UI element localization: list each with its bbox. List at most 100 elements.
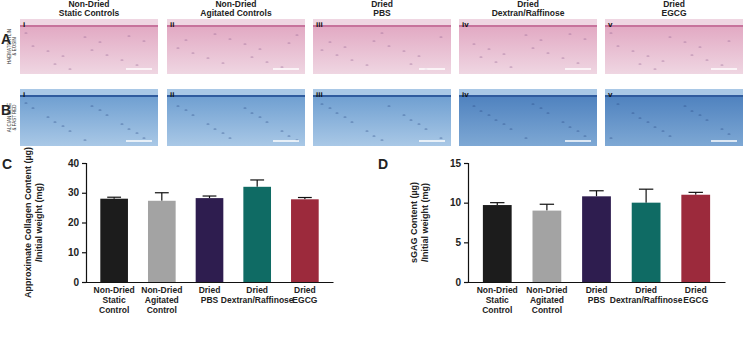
texture [365,130,368,131]
bar [532,211,561,282]
texture [24,102,27,103]
texture [120,59,123,60]
texture [191,52,194,53]
texture [98,41,101,42]
bar-chart: 051015Non-DriedStaticControlNon-DriedAgi… [450,158,726,315]
image-background [313,19,451,74]
texture [243,107,246,108]
row-label: HAEMATOXYLIN& EOSIN [7,29,17,64]
tick-label: 40 [68,158,80,169]
tick-mark [464,242,468,243]
tick-mark [464,163,468,164]
image-background [605,89,743,146]
texture [335,54,338,55]
axis-line [464,164,469,283]
sub-label: ii [170,20,174,29]
bar [243,187,271,282]
tick-label: DriedDextran/Raffinose [610,285,683,305]
error-cap [540,204,554,205]
tick-mark [82,193,86,194]
texture [46,50,49,51]
tissue-edge [20,25,158,27]
texture [609,32,612,33]
tick: DriedPBS [586,285,608,305]
error-bar [546,204,547,210]
tissue [313,96,451,146]
texture [705,59,708,60]
texture [343,116,346,117]
texture [638,117,641,118]
tissue-edge [167,25,305,27]
texture [638,63,641,64]
texture [561,57,564,58]
tick-label: 20 [68,217,80,228]
texture [265,61,268,62]
texture [287,135,290,136]
texture [68,68,71,69]
scale-bar [273,140,299,142]
texture [61,55,64,56]
tick-label: 10 [450,197,462,208]
tick: 30 [68,187,86,198]
column-header: DriedDextran/Raffinose [492,0,565,18]
micrograph [459,19,597,74]
texture [61,125,64,126]
image-background [20,89,158,146]
error-bar [646,189,647,202]
tissue-edge [20,95,158,97]
axis-title: sGAG Content (µg)/Initial weight (mg) [409,182,430,263]
texture [583,135,586,136]
texture [142,137,145,138]
tick-label: DriedPBS [199,285,221,305]
texture [531,103,534,104]
texture [343,46,346,47]
texture [350,121,353,122]
texture [487,114,490,115]
tick-label: DriedEGCG [683,285,708,305]
micrograph [605,19,743,74]
texture [350,59,353,60]
error-cap [250,179,264,180]
texture [380,32,383,33]
tick-label: Non-DriedAgitatedControl [141,285,182,315]
texture [328,107,331,108]
sub-label: iii [316,90,323,99]
texture [531,47,534,48]
texture [487,48,490,49]
texture [705,119,708,120]
texture [221,62,224,63]
texture [727,40,730,41]
texture [184,39,187,40]
tick: DriedEGCG [683,285,708,305]
micrograph [167,89,305,146]
tick-label: DriedPBS [586,285,608,305]
texture [653,68,656,69]
texture [616,45,619,46]
bar [483,205,512,282]
sub-label: iv [462,20,469,29]
texture [502,123,505,124]
texture [479,110,482,111]
sub-label: v [608,90,613,99]
bar [681,195,710,282]
image-background [605,19,743,74]
texture [661,60,664,61]
sub-label: ii [170,90,174,99]
tick-label: Non-DriedAgitatedControl [526,285,567,315]
texture [727,133,730,134]
micrograph [20,19,158,74]
bar [196,198,224,282]
texture [213,33,216,34]
texture [287,42,290,43]
texture [213,128,216,129]
texture [184,109,187,110]
tick-label: 30 [68,187,80,198]
texture [250,56,253,57]
tissue-edge [313,25,451,27]
tissue-edge [459,25,597,27]
tick: 10 [450,197,468,208]
texture [494,119,497,120]
bar [291,199,319,282]
tissue [20,26,158,74]
texture [568,33,571,34]
